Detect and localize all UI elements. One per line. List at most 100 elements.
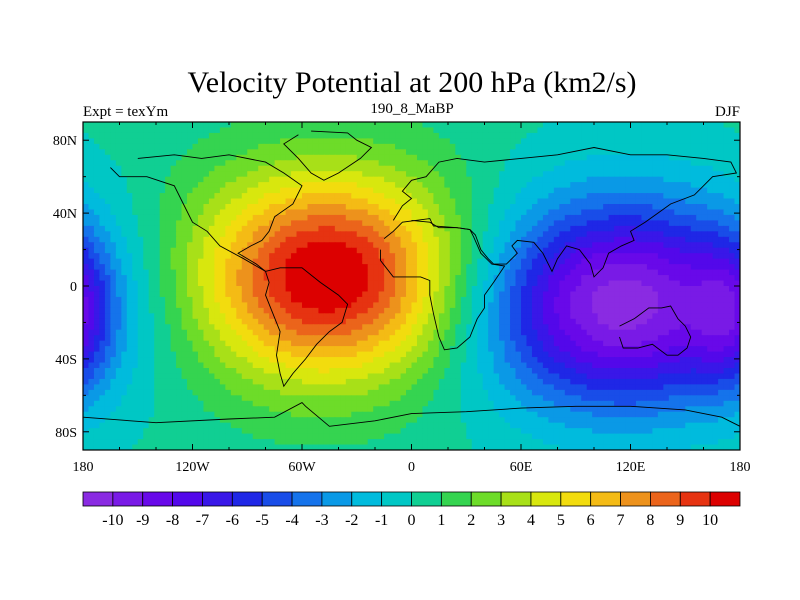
field-cell (663, 143, 670, 150)
field-cell (438, 236, 445, 243)
field-cell (531, 154, 539, 161)
field-cell (630, 253, 637, 260)
field-cell (466, 182, 473, 189)
field-cell (564, 318, 571, 325)
field-cell (159, 220, 166, 227)
field-cell (296, 193, 303, 200)
field-cell (668, 291, 675, 298)
field-cell (663, 187, 670, 194)
field-cell (329, 258, 336, 265)
field-cell (241, 182, 248, 189)
field-cell (619, 275, 626, 282)
field-cell (521, 242, 528, 249)
field-cell (581, 154, 588, 161)
field-cell (356, 204, 363, 211)
field-cell (701, 302, 708, 309)
field-cell (690, 143, 697, 150)
field-cell (93, 264, 101, 271)
field-cell (214, 307, 221, 314)
field-cell (526, 258, 533, 265)
field-cell (148, 171, 155, 178)
field-cell (165, 171, 172, 178)
field-cell (258, 280, 265, 287)
field-cell (132, 275, 139, 282)
field-cell (88, 165, 95, 172)
field-cell (499, 258, 506, 265)
field-cell (526, 286, 533, 293)
field-cell (444, 214, 451, 221)
field-cell (230, 138, 237, 145)
field-cell (510, 154, 517, 161)
field-cell (510, 225, 517, 232)
field-cell (83, 313, 90, 320)
field-cell (411, 346, 418, 353)
field-cell (258, 193, 265, 200)
field-cell (159, 122, 166, 129)
field-cell (723, 204, 730, 211)
field-cell (247, 171, 254, 178)
field-cell (537, 264, 544, 271)
field-cell (444, 247, 451, 254)
field-cell (411, 220, 418, 227)
field-cell (115, 132, 122, 139)
field-cell (553, 225, 560, 232)
field-cell (635, 187, 643, 194)
field-cell (455, 149, 462, 156)
field-cell (663, 307, 670, 314)
field-cell (126, 280, 133, 287)
field-cell (729, 160, 736, 167)
field-cell (280, 302, 287, 309)
field-cell (159, 318, 166, 325)
field-cell (619, 253, 626, 260)
field-cell (285, 313, 292, 320)
field-cell (181, 258, 188, 265)
field-cell (154, 335, 161, 342)
field-cell (367, 264, 374, 271)
field-cell (614, 176, 621, 183)
field-cell (312, 182, 320, 189)
field-cell (712, 291, 719, 298)
field-cell (384, 253, 391, 260)
field-cell (625, 286, 632, 293)
field-cell (570, 280, 577, 287)
field-cell (597, 127, 604, 134)
field-cell (625, 138, 632, 145)
field-cell (526, 242, 533, 249)
field-cell (159, 275, 166, 282)
field-cell (230, 204, 237, 211)
field-cell (537, 242, 544, 249)
field-cell (411, 154, 418, 161)
field-cell (258, 198, 265, 205)
field-cell (548, 220, 555, 227)
field-cell (411, 127, 418, 134)
field-cell (619, 154, 626, 161)
field-cell (559, 302, 566, 309)
field-cell (521, 280, 528, 287)
field-cell (280, 258, 287, 265)
field-cell (367, 291, 374, 298)
field-cell (723, 132, 730, 139)
field-cell (471, 204, 478, 211)
field-cell (625, 302, 632, 309)
field-cell (291, 236, 298, 243)
field-cell (307, 220, 314, 227)
field-cell (575, 302, 582, 309)
field-cell (176, 269, 183, 276)
field-cell (373, 182, 380, 189)
field-cell (176, 209, 183, 216)
field-cell (696, 318, 703, 325)
field-cell (531, 242, 539, 249)
field-cell (406, 198, 413, 205)
field-cell (126, 340, 133, 347)
field-cell (329, 171, 336, 178)
field-cell (564, 307, 571, 314)
field-cell (663, 214, 670, 221)
field-cell (668, 176, 675, 183)
field-cell (154, 253, 161, 260)
field-cell (729, 220, 736, 227)
field-cell (635, 176, 643, 183)
field-cell (685, 324, 692, 331)
field-cell (548, 182, 555, 189)
field-cell (110, 307, 117, 314)
field-cell (482, 264, 489, 271)
